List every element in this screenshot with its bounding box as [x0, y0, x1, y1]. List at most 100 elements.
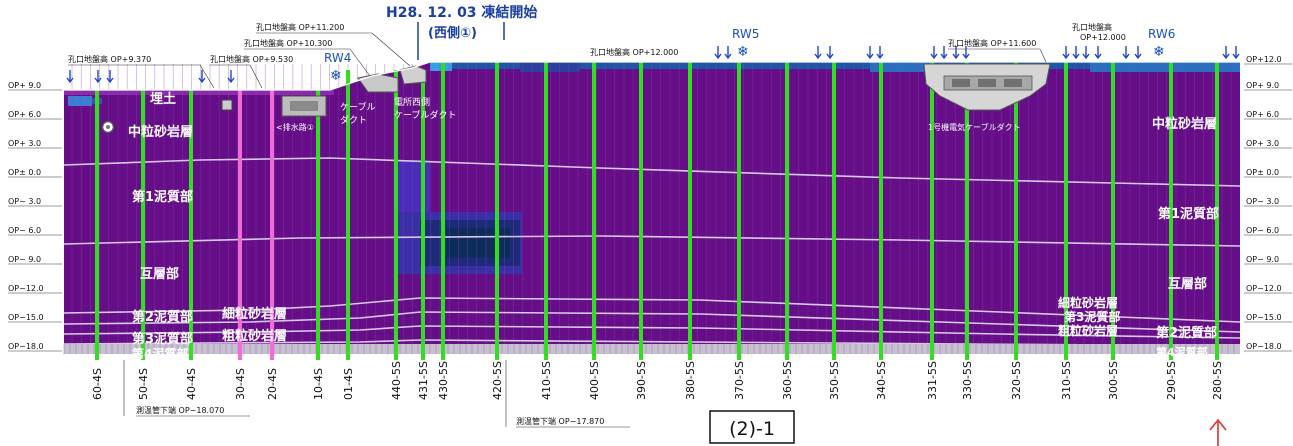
observation-well-dot — [106, 125, 110, 129]
down-arrow-icon — [1062, 46, 1070, 60]
ground-elev-label-5: 孔口地盤高 OP+12.000 — [590, 47, 678, 57]
pipe-label-24: 290-5S — [1165, 361, 1178, 400]
pipe-13 — [639, 62, 643, 360]
rw4-label: RW4 — [324, 51, 351, 65]
pipe-10 — [495, 62, 499, 360]
pipe-3 — [238, 90, 242, 360]
down-arrow-icon — [930, 46, 938, 60]
bottom-leader-lines — [123, 360, 630, 428]
west-side-title: (西側①) — [428, 25, 477, 41]
down-arrow-icon — [1222, 46, 1230, 60]
pipe-label-10: 420-5S — [491, 361, 504, 400]
pipe-20 — [965, 62, 969, 360]
down-arrow-icon — [876, 46, 884, 60]
pipe-24 — [1169, 62, 1173, 360]
cold-zone-core — [446, 228, 510, 258]
drainage-channel-inner — [290, 101, 318, 111]
rw4-snowflake-icon: ❄ — [330, 68, 342, 84]
ground-surface-line — [64, 61, 1240, 91]
pipe-label-0: 60-4S — [91, 368, 104, 400]
pipe-label-8: 431-5S — [417, 361, 430, 400]
layer-mud2-left: 第2泥質部 — [132, 309, 193, 325]
layer-mud3-left: 第3泥質部 — [132, 331, 193, 347]
pipe-23 — [1111, 62, 1115, 360]
down-arrow-icon — [66, 70, 74, 84]
layer-alternate-right: 互層部 — [1168, 276, 1207, 292]
pipe-label-13: 390-5S — [635, 361, 648, 400]
cable-label: ケーブル — [340, 101, 375, 113]
elev-label-left-4: OP− 3.0 — [8, 197, 41, 206]
unit1-duct-cell-1 — [952, 79, 970, 87]
drainage-label: <排水路① — [276, 122, 314, 132]
elev-label-left-5: OP− 6.0 — [8, 226, 41, 235]
pipe-label-22: 310-5S — [1060, 361, 1073, 400]
pipe-labels: 60-4S 50-4S 40-4S 30-4S 20-4S 10-4S 01-4S 440-5… — [91, 361, 1224, 400]
left-blue-patch — [68, 96, 92, 106]
elev-label-right-2: OP+ 3.0 — [1246, 139, 1279, 148]
elevation-labels-right: OP+ 9.0 OP+ 6.0 OP+ 3.0 OP± 0.0 OP− 3.0 OP− 6… — [1244, 55, 1292, 352]
rw5-label: RW5 — [732, 27, 759, 41]
pipe-14 — [688, 62, 692, 360]
pipe-label-12: 400-5S — [588, 361, 601, 400]
layer-mud2-right: 第2泥質部 — [1156, 325, 1217, 341]
pipe-label-21: 320-5S — [1010, 361, 1023, 400]
cable-duct-structure — [357, 73, 399, 93]
down-arrow-icon — [1082, 46, 1090, 60]
rw6-snowflake-icon: ❄ — [1153, 44, 1165, 60]
pipe-label-17: 350-5S — [828, 361, 841, 400]
layer-medium-sandstone-right: 中粒砂岩層 — [1152, 116, 1217, 132]
unit1-duct-label: 1号機電気ケーブルダクト — [928, 122, 1021, 132]
pipe-22 — [1064, 62, 1068, 360]
pipe-5 — [316, 90, 320, 360]
elev-label-left-3: OP± 0.0 — [8, 168, 41, 177]
layer-alternate-left: 互層部 — [140, 266, 179, 282]
pipe-18 — [879, 62, 883, 360]
down-arrow-icon — [1122, 46, 1130, 60]
pipe-1 — [141, 90, 145, 360]
pipe-label-2: 40-4S — [185, 368, 198, 400]
cold-band-block-1 — [520, 62, 580, 72]
layer-mud4-right: 第4泥質部 — [1156, 345, 1208, 359]
elev-label-left-1: OP+ 6.0 — [8, 110, 41, 119]
left-surface-band — [64, 90, 334, 95]
down-arrow-icon — [826, 46, 834, 60]
ground-elev-label-2: 孔口地盤高 OP+9.530 — [210, 54, 293, 64]
pipe-9 — [441, 62, 445, 360]
ground-elev-label-4: 孔口地盤高 OP+11.200 — [256, 22, 344, 32]
pipe-6 — [346, 70, 350, 360]
layer-coarse-sandstone-right: 粗粒砂岩層 — [1058, 323, 1118, 338]
layer-mud3-right: 第3泥質部 — [1064, 309, 1120, 324]
elev-label-right-9: OP−18.0 — [1246, 342, 1282, 351]
pipe-label-5: 10-4S — [312, 368, 325, 400]
substation-duct-label: ケーブルダクト — [394, 109, 456, 121]
elev-label-left-9: OP−18.0 — [8, 342, 44, 351]
pipe-25 — [1215, 62, 1219, 360]
panel-id-box — [709, 410, 795, 444]
pipe-11 — [544, 62, 548, 360]
grid-lines — [71, 64, 1232, 352]
pipe-label-1: 50-4S — [137, 368, 150, 400]
down-arrow-icon — [962, 46, 970, 60]
elev-label-right-6: OP− 9.0 — [1246, 255, 1279, 264]
pipe-15 — [737, 62, 741, 360]
ground-elev-label-6: 孔口地盤高 OP+11.600 — [948, 38, 1036, 48]
cold-band-right-block — [1090, 62, 1240, 72]
layer-mud1-left: 第1泥質部 — [132, 189, 193, 205]
pipe-16 — [785, 62, 789, 360]
ground-elev-label-7: 孔口地盤高 — [1072, 22, 1112, 32]
ground-elev-label-3: 孔口地盤高 OP+10.300 — [244, 38, 332, 48]
down-arrow-icon — [814, 46, 822, 60]
pipe-label-7: 440-5S — [390, 361, 403, 400]
down-arrow-icon — [106, 70, 114, 84]
elev-label-right-top: OP+12.0 — [1246, 55, 1282, 64]
pipe-label-15: 370-5S — [733, 361, 746, 400]
ground-elev-label-8: OP+12.000 — [1080, 33, 1126, 42]
bottom-end-label-1: 測温管下端 OP−18.070 — [136, 405, 224, 415]
red-up-arrow-icon — [1209, 418, 1227, 446]
ground-elev-label-1: 孔口地盤高 OP+9.370 — [68, 54, 151, 64]
substation-west-label: 電所西側 — [394, 96, 430, 108]
ground-body — [64, 90, 1240, 352]
pipe-19 — [930, 62, 934, 360]
elev-label-left-7: OP−12.0 — [8, 284, 44, 293]
